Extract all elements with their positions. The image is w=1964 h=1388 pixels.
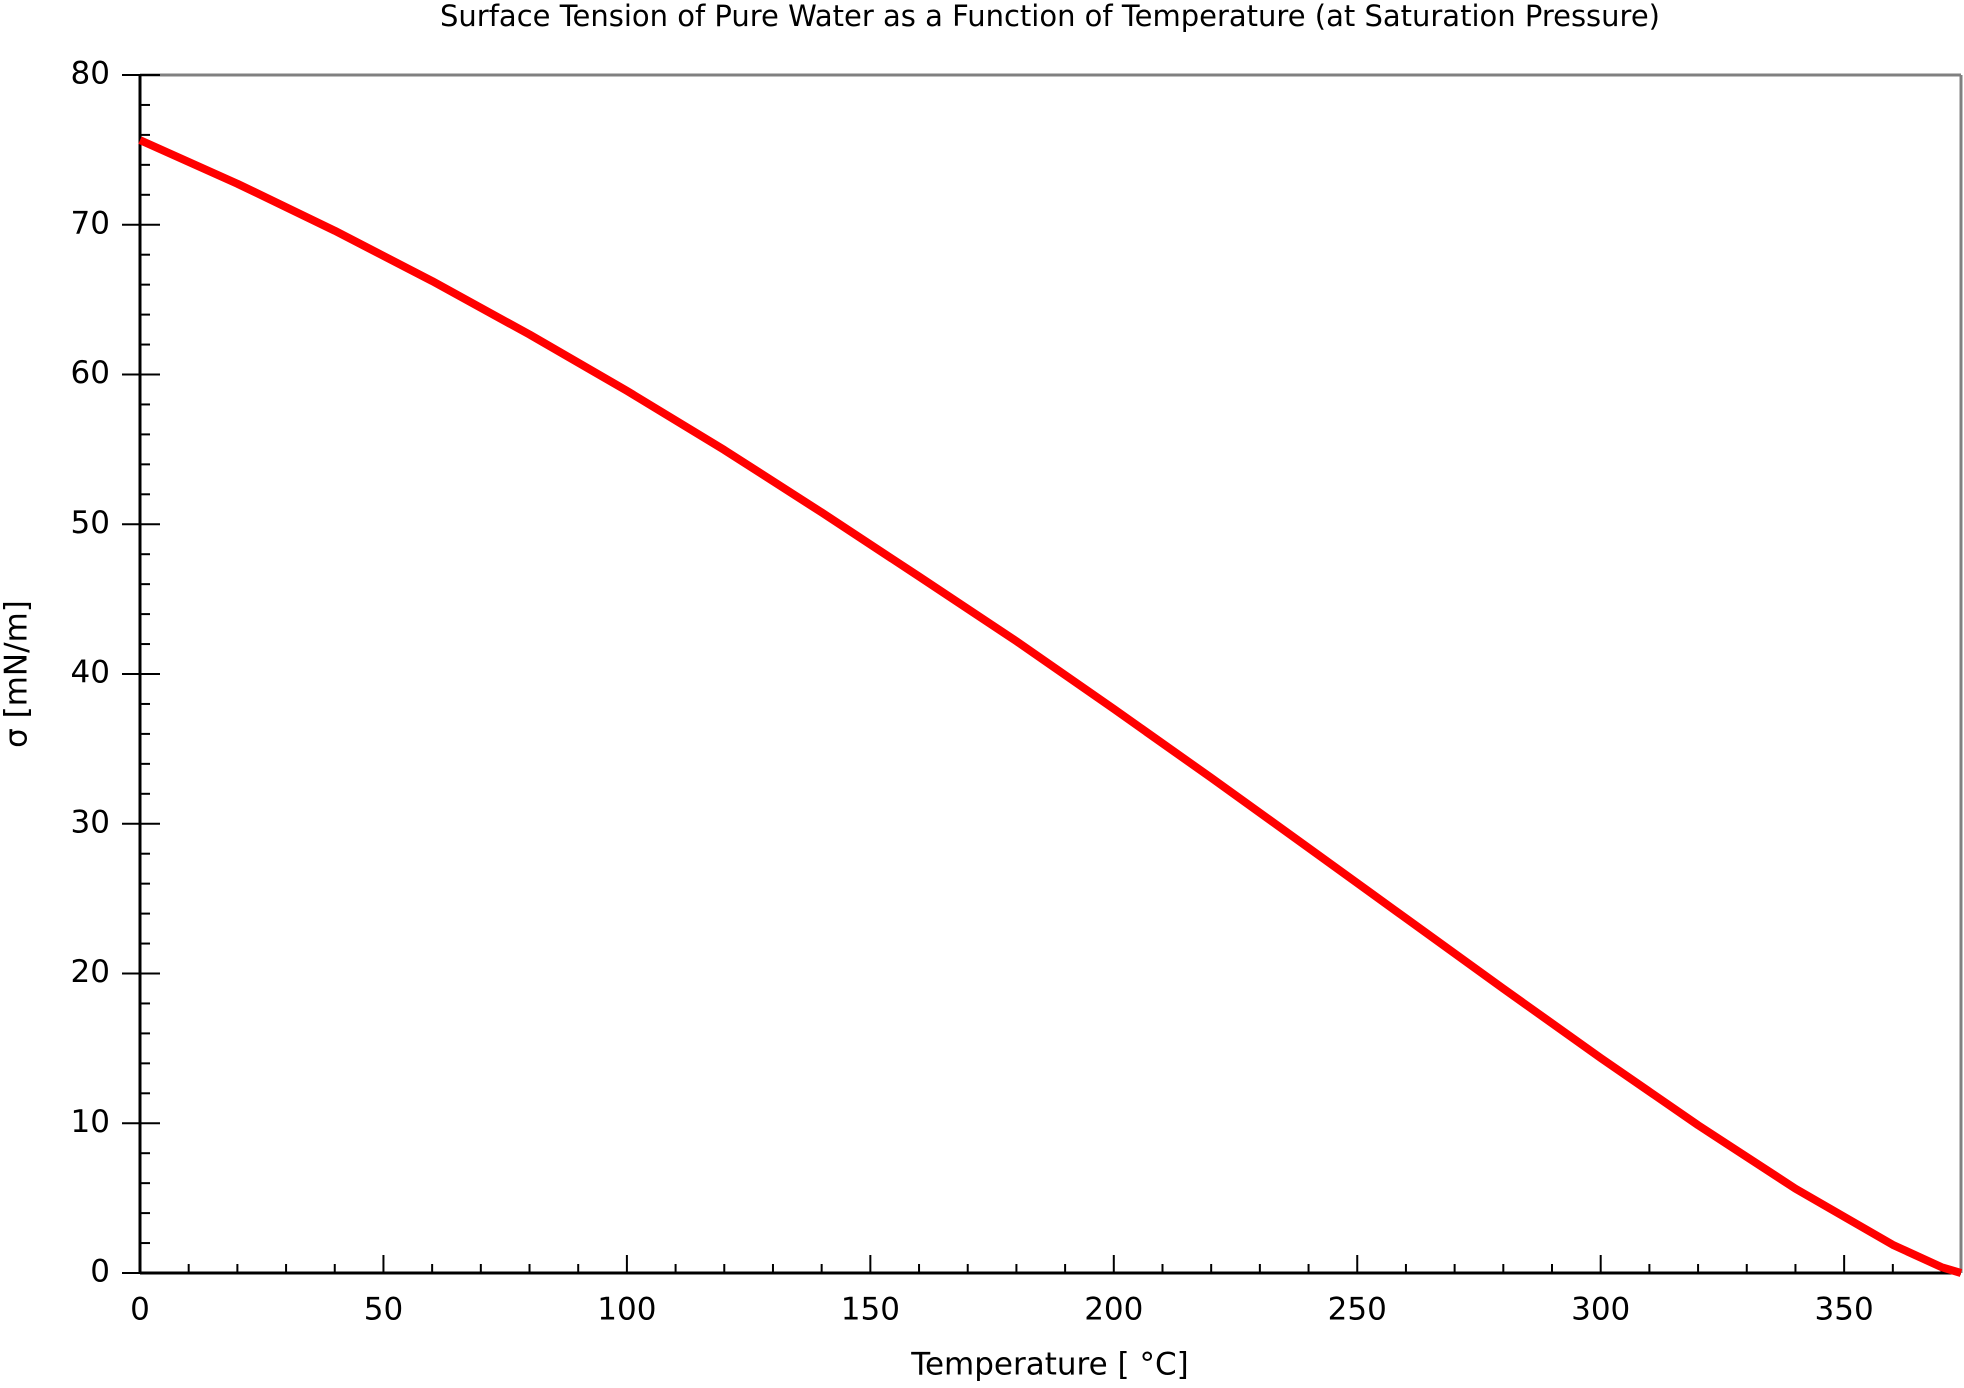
x-tick-label: 150 — [841, 1292, 900, 1328]
x-axis-label: Temperature [ °C] — [910, 1347, 1188, 1383]
y-tick-label: 50 — [71, 505, 110, 541]
x-tick-label: 350 — [1815, 1292, 1874, 1328]
x-tick-label: 0 — [130, 1292, 150, 1328]
y-tick-label: 30 — [71, 804, 110, 840]
y-tick-label: 80 — [71, 56, 110, 92]
x-tick-label: 200 — [1084, 1292, 1143, 1328]
data-line — [138, 136, 1963, 1277]
x-tick-label: 100 — [597, 1292, 656, 1328]
y-tick-label: 20 — [71, 954, 110, 990]
x-tick-label: 250 — [1328, 1292, 1387, 1328]
x-tick-label: 300 — [1571, 1292, 1630, 1328]
x-tick-label: 50 — [364, 1292, 403, 1328]
y-axis-label: σ [mN/m] — [0, 600, 35, 748]
y-tick-label: 60 — [71, 355, 110, 391]
y-tick-label: 10 — [71, 1104, 110, 1140]
chart-title: Surface Tension of Pure Water as a Funct… — [440, 0, 1660, 33]
y-tick-label: 70 — [71, 205, 110, 241]
y-tick-label: 40 — [71, 655, 110, 691]
y-tick-label: 0 — [90, 1254, 110, 1290]
